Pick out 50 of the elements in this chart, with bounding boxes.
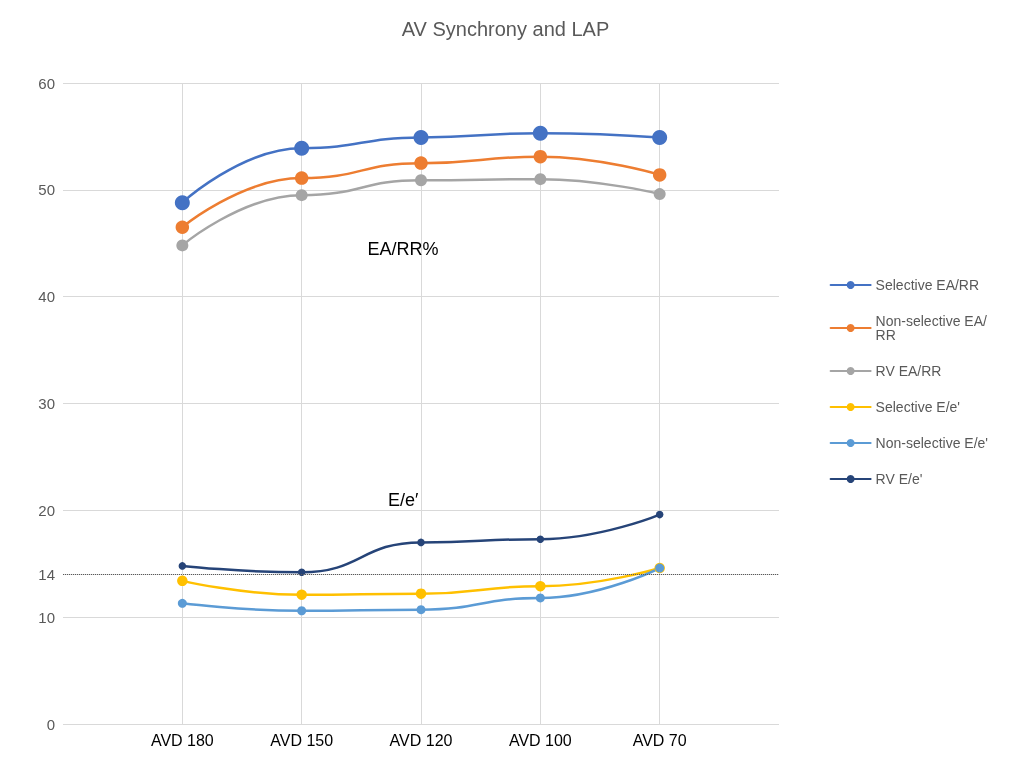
point (177, 598, 187, 608)
point (416, 605, 426, 615)
x-tick-label: AVD 100 (508, 731, 572, 749)
point (294, 171, 309, 185)
y-tick-label: 14 (38, 565, 55, 583)
point (532, 125, 548, 141)
point (297, 568, 306, 577)
point (534, 173, 547, 186)
point (652, 129, 668, 145)
point (417, 538, 425, 547)
y-tick-label: 60 (38, 74, 55, 92)
point (294, 140, 310, 156)
point (295, 189, 308, 202)
y-tick-label: 0 (46, 715, 55, 733)
point (414, 156, 428, 170)
chart-title: AV Synchrony and LAP (401, 18, 610, 40)
legend-label: Selective EA/RR (875, 277, 980, 293)
point (536, 535, 545, 543)
legend-label: RV E/e' (875, 471, 923, 487)
point (533, 149, 548, 164)
point (413, 129, 429, 145)
point (535, 593, 545, 603)
legend-label: Non-selective E/e' (875, 435, 988, 451)
x-tick-label: AVD 180 (150, 731, 214, 749)
legend-label: RV EA/RR (875, 363, 942, 379)
x-tick-label: AVD 150 (270, 731, 334, 749)
point (655, 510, 664, 519)
point (296, 589, 307, 600)
legend-label: Selective E/e' (875, 399, 960, 415)
point (174, 195, 190, 211)
point (415, 174, 427, 187)
y-tick-label: 40 (38, 288, 55, 306)
y-tick-label: 50 (38, 181, 55, 199)
point (177, 575, 188, 587)
point (297, 606, 307, 616)
y-tick-label: 10 (38, 608, 55, 626)
legend-label: Non-selective EA/RR (875, 313, 987, 343)
point (415, 588, 427, 599)
point (535, 580, 546, 592)
annotation: EA/RR% (367, 238, 439, 259)
point (176, 239, 189, 252)
point (653, 188, 666, 201)
x-tick-label: AVD 120 (389, 731, 453, 749)
point (178, 562, 187, 570)
point (175, 220, 190, 234)
point (652, 168, 667, 182)
y-tick-label: 30 (38, 395, 55, 412)
y-tick-label: 20 (38, 501, 55, 519)
annotation: E/e′ (387, 489, 419, 510)
x-tick-label: AVD 70 (632, 731, 687, 749)
